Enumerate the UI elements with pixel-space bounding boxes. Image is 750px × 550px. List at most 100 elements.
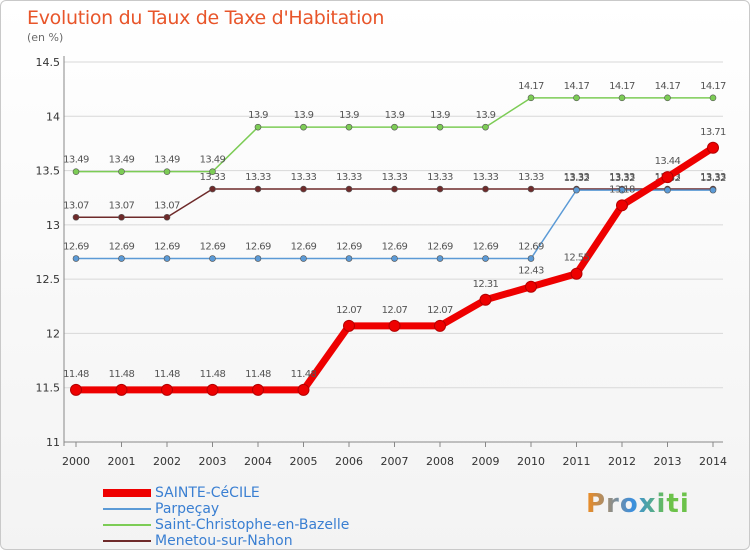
data-label: 13.49 xyxy=(63,155,89,166)
data-label: 12.07 xyxy=(336,305,362,316)
legend-swatch-menetou xyxy=(103,540,151,542)
data-point xyxy=(300,255,307,262)
data-label: 12.69 xyxy=(427,242,453,253)
y-tick-label: 14 xyxy=(46,110,60,123)
legend-item-saint-christophe[interactable]: Saint-Christophe-en-Bazelle xyxy=(103,517,423,533)
chart-title: Evolution du Taux de Taxe d'Habitation xyxy=(27,7,385,29)
data-point xyxy=(209,255,216,262)
legend-label: Parpeçay xyxy=(155,501,220,517)
data-point xyxy=(616,199,628,212)
data-label: 14.17 xyxy=(700,81,726,92)
data-point xyxy=(709,94,717,102)
legend-item-parpecay[interactable]: Parpeçay xyxy=(103,501,423,517)
y-tick-label: 11.5 xyxy=(36,382,61,395)
data-label: 13.33 xyxy=(291,172,317,183)
data-label: 13.07 xyxy=(109,200,135,211)
legend-label: SAINTE-CéCILE xyxy=(155,485,260,501)
line-chart: 11 11.5 12 12.5 13 13.5 14 14.5 2000 2001 2002 2003… xyxy=(36,56,727,468)
data-label: 13.33 xyxy=(427,172,453,183)
x-tick-label: 2014 xyxy=(699,455,727,468)
y-tick-label: 11 xyxy=(46,436,60,449)
data-label: 11.48 xyxy=(291,369,317,380)
data-label: 13.33 xyxy=(200,172,226,183)
data-label: 13.44 xyxy=(655,156,681,167)
data-label: 12.69 xyxy=(518,242,544,253)
data-point xyxy=(573,186,580,194)
data-label: 14.17 xyxy=(518,81,544,92)
data-label: 13.32 xyxy=(700,173,726,184)
data-label: 13.71 xyxy=(700,127,726,138)
data-label: 13.9 xyxy=(339,110,359,121)
data-point xyxy=(345,123,353,131)
legend-item-sainte-cecile[interactable]: SAINTE-CéCILE xyxy=(103,485,423,501)
x-tick-label: 2007 xyxy=(381,455,409,468)
data-point xyxy=(618,186,626,194)
data-point xyxy=(391,255,398,262)
data-label: 12.55 xyxy=(564,253,590,264)
brand-logo: Proxiti xyxy=(586,489,690,519)
x-tick-label: 2003 xyxy=(199,455,227,468)
data-point xyxy=(206,383,219,396)
data-point xyxy=(115,383,128,396)
legend-swatch-parpecay xyxy=(103,508,151,510)
x-tick-label: 2002 xyxy=(153,455,181,468)
data-point xyxy=(161,383,173,396)
brand-text: Proxiti xyxy=(586,489,690,519)
legend-label: Menetou-sur-Nahon xyxy=(155,533,293,549)
data-point xyxy=(345,185,353,193)
legend-swatch-sainte-cecile xyxy=(103,489,151,497)
data-label: 12.31 xyxy=(473,279,499,290)
data-label: 14.17 xyxy=(655,81,681,92)
data-label: 12.07 xyxy=(382,305,408,316)
data-point xyxy=(252,383,264,396)
legend-item-menetou[interactable]: Menetou-sur-Nahon xyxy=(103,533,423,549)
data-point xyxy=(72,168,80,175)
legend: SAINTE-CéCILE Parpeçay Saint-Christophe-… xyxy=(103,485,423,549)
legend-label: Saint-Christophe-en-Bazelle xyxy=(155,517,350,533)
data-point xyxy=(570,267,583,280)
x-tick-label: 2011 xyxy=(563,455,591,468)
x-tick-label: 2000 xyxy=(62,455,90,468)
data-label: 11.48 xyxy=(200,369,226,380)
data-point xyxy=(482,123,489,131)
data-label: 13.33 xyxy=(518,172,544,183)
data-point xyxy=(163,168,171,175)
data-label: 12.69 xyxy=(63,242,89,253)
data-point xyxy=(163,213,171,221)
data-point xyxy=(391,123,398,131)
data-point xyxy=(343,319,355,332)
data-label: 13.33 xyxy=(564,172,590,183)
data-point xyxy=(436,255,444,262)
data-label: 12.69 xyxy=(336,242,362,253)
data-point xyxy=(118,168,125,175)
x-tick-label: 2010 xyxy=(517,455,545,468)
data-point xyxy=(300,123,307,131)
data-point xyxy=(254,123,262,131)
data-label: 12.69 xyxy=(473,242,499,253)
data-point xyxy=(527,255,535,262)
x-tick-label: 2006 xyxy=(335,455,363,468)
y-tick-label: 13 xyxy=(46,219,60,232)
x-tick-label: 2012 xyxy=(608,455,636,468)
x-tick-label: 2009 xyxy=(472,455,500,468)
data-point xyxy=(707,141,719,154)
x-tick-label: 2004 xyxy=(244,455,272,468)
data-point xyxy=(70,383,82,396)
data-label: 12.69 xyxy=(382,242,408,253)
data-point xyxy=(434,319,446,332)
data-label: 13.49 xyxy=(109,155,135,166)
y-tick-label: 13.5 xyxy=(36,165,61,178)
data-point xyxy=(709,186,717,194)
data-point xyxy=(618,94,626,102)
data-point xyxy=(482,185,489,193)
data-label: 14.17 xyxy=(564,81,590,92)
data-label: 13.9 xyxy=(294,110,314,121)
data-point xyxy=(300,185,307,193)
data-point xyxy=(163,255,171,262)
data-label: 13.49 xyxy=(154,155,180,166)
data-label: 11.48 xyxy=(63,369,89,380)
data-label: 13.07 xyxy=(154,200,180,211)
x-tick-label: 2008 xyxy=(426,455,454,468)
data-point xyxy=(661,171,674,184)
